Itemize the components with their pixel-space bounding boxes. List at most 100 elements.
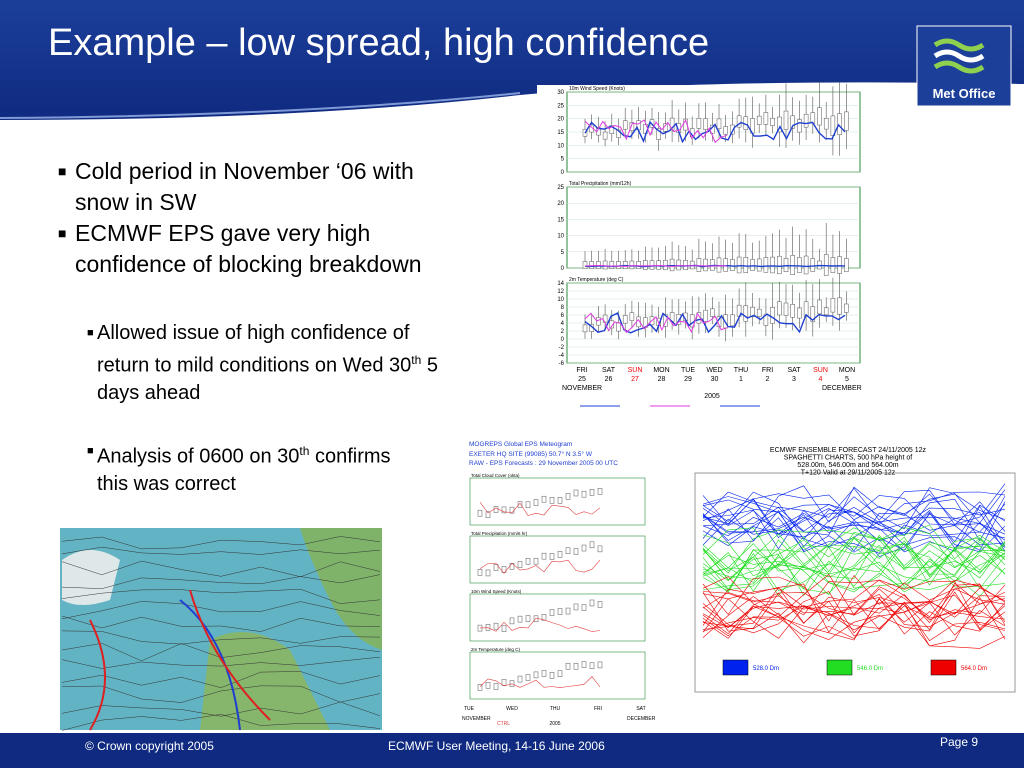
- day-label: SAT: [787, 367, 801, 374]
- bullet: ■ Cold period in November ‘06 with snow i…: [58, 158, 414, 215]
- control-line: [479, 617, 601, 632]
- date-label: 28: [658, 376, 666, 383]
- y-tick-label: 20: [557, 117, 564, 123]
- box: [844, 258, 849, 272]
- hires-line: [584, 119, 728, 144]
- contour: [702, 543, 1006, 592]
- y-tick-label: 0: [561, 266, 565, 272]
- box: [636, 261, 641, 269]
- box: [602, 260, 608, 270]
- box: [770, 117, 775, 127]
- contour: [702, 592, 1006, 642]
- panel-title: 10m Wind Speed (Knots): [471, 589, 522, 594]
- box: [609, 320, 615, 329]
- box: [477, 569, 483, 576]
- box: [756, 308, 762, 317]
- legend-label: 546.0 Dm: [857, 666, 883, 672]
- box: [493, 683, 499, 690]
- contour: [702, 527, 1006, 574]
- box: [810, 258, 816, 272]
- box: [541, 670, 547, 677]
- box: [629, 312, 635, 321]
- box: [596, 261, 601, 269]
- contour: [702, 591, 1006, 641]
- control-line: [479, 559, 601, 574]
- box: [622, 315, 628, 324]
- date-label: 3: [792, 376, 796, 383]
- box: [541, 552, 547, 560]
- contour: [702, 540, 1006, 580]
- day-label: THU: [550, 706, 561, 712]
- logo: Met Office: [916, 25, 1012, 107]
- isobar: [61, 536, 381, 550]
- box: [743, 305, 749, 322]
- y-tick-label: 8: [561, 305, 565, 311]
- box: [557, 608, 563, 615]
- control-line: [584, 312, 846, 334]
- box: [703, 258, 708, 272]
- box: [557, 497, 563, 504]
- box: [803, 113, 809, 128]
- box: [790, 115, 795, 129]
- box: [622, 120, 628, 130]
- box: [643, 260, 648, 270]
- bullet-text: ECMWF EPS gave very high confidence of b…: [75, 220, 422, 277]
- month-label: DECEMBER: [822, 385, 862, 392]
- day-label: SAT: [636, 706, 645, 712]
- panel-title: 2m Temperature (deg C): [471, 647, 520, 652]
- contour: [702, 594, 1006, 639]
- synoptic-chart: [60, 528, 382, 731]
- y-tick-label: 10: [557, 297, 564, 303]
- panel-frame: [469, 477, 646, 526]
- box: [703, 309, 708, 322]
- date-label: 1: [739, 376, 743, 383]
- box: [797, 119, 802, 133]
- month-label: NOVEMBER: [462, 716, 491, 722]
- contour: [702, 524, 1006, 573]
- hires-line: [584, 312, 728, 334]
- box: [589, 541, 595, 549]
- box: [763, 112, 769, 125]
- box: [517, 501, 523, 508]
- box: [777, 255, 782, 275]
- box: [736, 115, 742, 128]
- contour: [702, 596, 1006, 647]
- box: [581, 490, 587, 498]
- bullet: ■ ECMWF EPS gave very high confidence of …: [58, 220, 422, 277]
- contour: [702, 534, 1006, 579]
- y-tick-label: 0: [561, 170, 565, 176]
- contour: [702, 592, 1006, 636]
- day-label: FRI: [594, 706, 602, 712]
- y-tick-label: 0: [561, 337, 565, 343]
- box: [533, 615, 539, 623]
- box: [602, 131, 608, 140]
- y-tick-label: 30: [557, 90, 564, 96]
- box: [533, 557, 539, 565]
- y-tick-label: 5: [561, 250, 565, 256]
- y-tick-label: 2: [561, 329, 565, 335]
- box: [844, 111, 849, 131]
- y-tick-label: 6: [561, 313, 565, 319]
- footer-copyright: © Crown copyright 2005: [85, 739, 214, 753]
- date-label: 29: [684, 376, 692, 383]
- bullet-text: Cold period in November ‘06 with snow in…: [75, 158, 414, 215]
- box: [797, 257, 802, 273]
- contour: [702, 483, 1006, 527]
- day-label: FRI: [576, 367, 587, 374]
- contour: [702, 580, 1006, 621]
- box: [573, 663, 579, 670]
- spaghetti-header: SPAGHETTI CHARTS, 500 hPa height of: [784, 455, 913, 462]
- box: [565, 662, 571, 670]
- ecmwf-meteogram: 10m Wind Speed (Knots)302520151050Total …: [537, 81, 865, 415]
- y-tick-label: 25: [557, 185, 564, 191]
- y-tick-label: 10: [557, 143, 564, 149]
- box: [736, 256, 742, 274]
- footer-page: Page 9: [940, 735, 979, 749]
- box: [549, 672, 555, 679]
- box: [716, 118, 722, 129]
- isobar: [61, 574, 381, 589]
- day-label: FRI: [762, 367, 773, 374]
- contour: [702, 587, 1006, 624]
- box: [517, 615, 523, 623]
